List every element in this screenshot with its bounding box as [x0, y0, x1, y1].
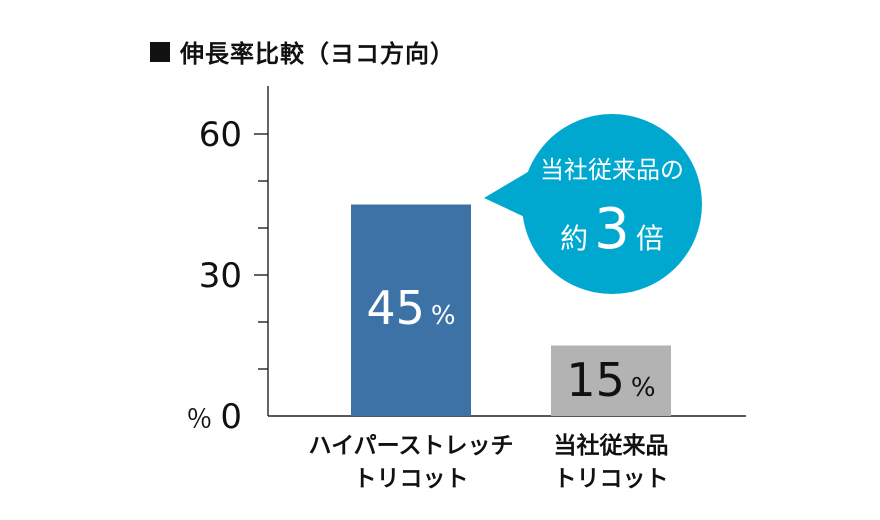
callout-line1: 当社従来品の: [540, 156, 684, 184]
chart-title-text: 伸長率比較（ヨコ方向）: [180, 40, 455, 68]
bar: [351, 204, 471, 416]
category-label: ハイパーストレッチ: [309, 433, 514, 459]
category-label: 当社従来品: [554, 432, 669, 459]
category-label: トリコット: [354, 466, 469, 492]
callout-pointer: [484, 160, 548, 226]
data-label: 45%: [366, 281, 455, 335]
y-tick-label: 60: [199, 115, 242, 155]
callout-bubble: [522, 114, 702, 294]
chart-title: 伸長率比較（ヨコ方向）: [150, 34, 455, 69]
y-tick-label: 30: [199, 256, 242, 296]
category-label: トリコット: [554, 466, 669, 492]
bar: [551, 345, 671, 416]
title-square-icon: [150, 41, 170, 62]
data-label: 15%: [566, 353, 655, 407]
y-tick-label: ％ 0: [186, 397, 242, 437]
axes: ％ 0 30 60: [186, 86, 746, 437]
